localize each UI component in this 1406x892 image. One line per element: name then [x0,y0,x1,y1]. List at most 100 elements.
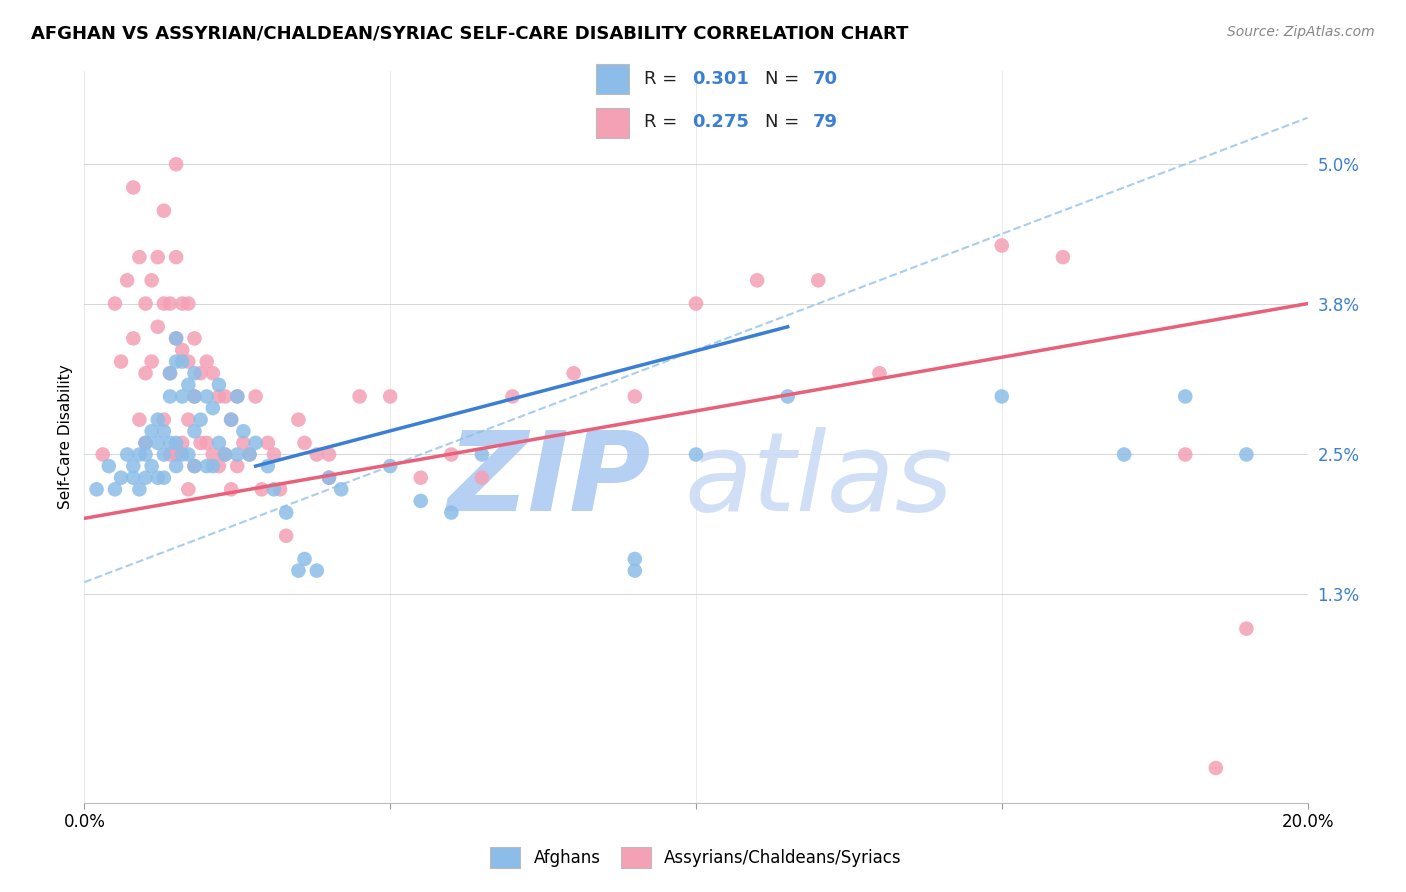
Point [165,436,187,450]
Text: R =: R = [644,113,683,131]
Point [380,389,402,403]
Point [245,436,267,450]
Point [195,459,218,474]
Point [153,412,176,426]
Text: 79: 79 [813,113,838,131]
Point [1174,448,1197,462]
Point [177,377,200,392]
Point [159,366,181,380]
Point [214,389,236,403]
Point [471,471,494,485]
Point [183,459,205,474]
Point [104,483,127,497]
Point [110,471,132,485]
Point [624,552,647,566]
Point [232,424,254,438]
Point [195,436,218,450]
Point [183,389,205,403]
Y-axis label: Self-Care Disability: Self-Care Disability [58,365,73,509]
Point [165,448,187,462]
Point [318,448,340,462]
Point [177,483,200,497]
Point [122,331,145,345]
Point [208,377,231,392]
FancyBboxPatch shape [596,108,628,138]
Point [562,366,585,380]
Point [135,471,157,485]
Point [141,354,163,368]
Point [135,296,157,310]
Point [219,412,242,426]
Point [250,483,273,497]
Point [135,448,157,462]
Point [208,459,231,474]
Point [263,483,285,497]
Point [409,471,432,485]
Point [318,471,340,485]
Point [172,343,194,357]
Point [159,296,181,310]
Point [172,436,194,450]
Point [269,483,291,497]
Point [238,448,260,462]
Point [294,436,316,450]
Point [177,296,200,310]
Point [502,389,524,403]
Point [172,448,194,462]
Point [153,296,176,310]
Text: N =: N = [765,70,804,87]
Point [172,389,194,403]
Text: ZIP: ZIP [447,427,651,534]
Point [276,529,298,543]
Point [624,389,647,403]
Legend: Afghans, Assyrians/Chaldeans/Syriacs: Afghans, Assyrians/Chaldeans/Syriacs [491,847,901,868]
Point [122,459,145,474]
Point [1052,250,1074,264]
Point [226,459,249,474]
Point [208,389,231,403]
FancyBboxPatch shape [596,64,628,94]
Point [208,436,231,450]
Point [257,436,280,450]
Point [183,366,205,380]
Point [214,448,236,462]
Point [104,296,127,310]
Point [226,389,249,403]
Point [86,483,108,497]
Point [991,238,1014,252]
Text: AFGHAN VS ASSYRIAN/CHALDEAN/SYRIAC SELF-CARE DISABILITY CORRELATION CHART: AFGHAN VS ASSYRIAN/CHALDEAN/SYRIAC SELF-… [31,25,908,43]
Point [115,448,138,462]
Point [165,331,187,345]
Text: atlas: atlas [683,427,953,534]
Point [226,448,249,462]
Point [183,389,205,403]
Point [128,412,150,426]
Point [305,564,328,578]
Point [115,273,138,287]
Point [349,389,371,403]
Point [128,483,150,497]
Point [245,389,267,403]
Point [287,412,309,426]
Point [146,436,169,450]
Point [183,331,205,345]
Point [776,389,799,403]
Point [165,459,187,474]
Point [263,448,285,462]
Point [159,366,181,380]
Point [869,366,891,380]
Point [97,459,120,474]
Point [165,331,187,345]
Point [232,436,254,450]
Point [219,483,242,497]
Point [110,354,132,368]
Point [747,273,769,287]
Point [201,459,224,474]
Point [183,424,205,438]
Point [172,354,194,368]
Point [165,157,187,171]
Point [153,424,176,438]
Point [128,448,150,462]
Point [380,459,402,474]
Text: 0.275: 0.275 [692,113,749,131]
